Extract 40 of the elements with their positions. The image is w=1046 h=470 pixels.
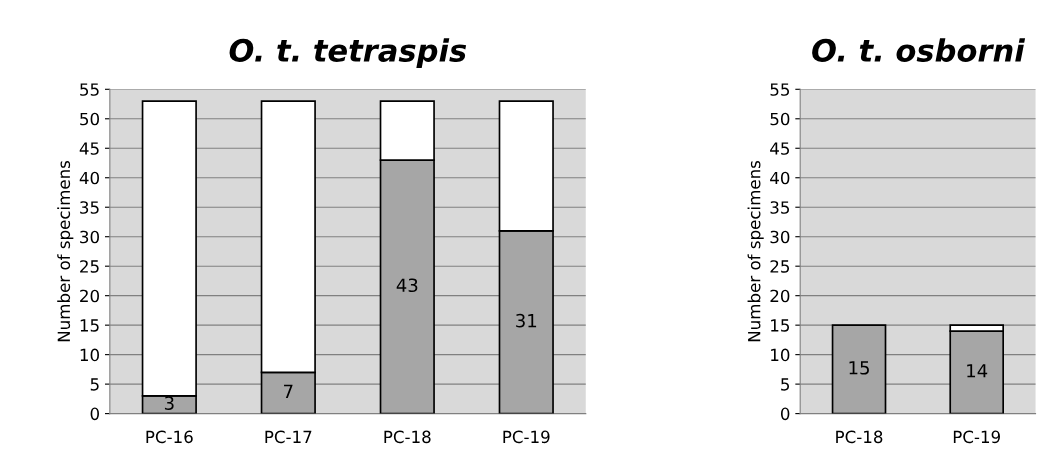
x-tick-label: PC-16 xyxy=(146,430,193,444)
y-tick-label: 35 xyxy=(80,201,99,214)
x-tick-label: PC-18 xyxy=(384,430,431,444)
y-tick-label: 5 xyxy=(90,378,99,391)
data-label: 3 xyxy=(164,396,174,410)
y-tick-label: 30 xyxy=(80,230,99,244)
x-tick-label: PC-18 xyxy=(836,430,883,444)
y-tick-label: 30 xyxy=(770,230,790,244)
chart-title: O. t. osborni xyxy=(812,38,1026,62)
x-tick-label: PC-17 xyxy=(265,430,312,444)
y-tick-label: 45 xyxy=(79,142,99,155)
y-tick-label: 45 xyxy=(770,142,790,155)
y-tick-label: 10 xyxy=(771,348,790,362)
data-label: 7 xyxy=(284,384,293,398)
data-label: 15 xyxy=(849,361,869,375)
y-axis-title: Number of specimens xyxy=(747,160,764,342)
y-tick-label: 20 xyxy=(770,289,790,303)
y-tick-label: 10 xyxy=(80,348,99,362)
y-tick-label: 55 xyxy=(80,83,99,96)
y-tick-label: 15 xyxy=(80,319,99,332)
chart-title: O. t. tetraspis xyxy=(229,38,467,68)
y-tick-label: 50 xyxy=(80,112,99,126)
y-tick-label: 40 xyxy=(79,171,99,185)
x-tick-label: PC-19 xyxy=(503,430,550,444)
y-tick-label: 0 xyxy=(780,407,790,421)
x-tick-label: PC-19 xyxy=(953,430,1000,444)
y-tick-label: 55 xyxy=(770,83,790,96)
data-label: 14 xyxy=(967,364,988,378)
y-tick-label: 20 xyxy=(80,289,99,303)
y-tick-label: 40 xyxy=(770,171,790,185)
y-tick-label: 35 xyxy=(770,201,790,214)
y-axis-title: Number of specimens xyxy=(57,160,74,342)
y-tick-label: 25 xyxy=(770,260,790,273)
y-tick-label: 50 xyxy=(770,112,790,126)
y-tick-label: 25 xyxy=(80,260,99,273)
data-label: 43 xyxy=(396,278,418,293)
y-tick-label: 0 xyxy=(90,407,99,421)
data-label: 31 xyxy=(516,313,537,328)
y-tick-label: 5 xyxy=(781,378,790,391)
y-tick-label: 15 xyxy=(771,319,790,332)
